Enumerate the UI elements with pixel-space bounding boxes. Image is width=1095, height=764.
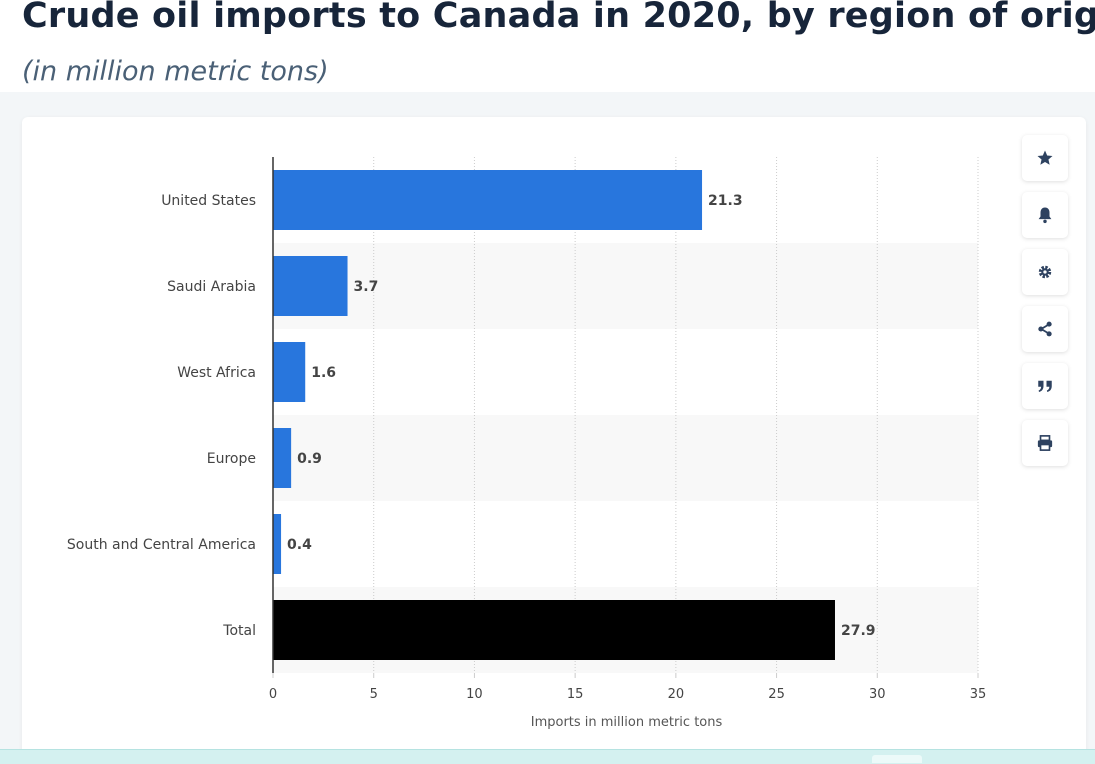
favorite-button[interactable] [1022, 135, 1068, 181]
category-label: Saudi Arabia [167, 279, 256, 295]
quote-icon [1038, 380, 1052, 392]
print-icon [1037, 435, 1053, 451]
x-tick-label: 5 [370, 687, 378, 702]
x-tick-label: 30 [869, 687, 886, 702]
category-label: United States [161, 193, 256, 209]
x-tick-label: 0 [269, 687, 277, 702]
bar [273, 600, 835, 660]
data-label: 3.7 [354, 279, 379, 295]
x-tick-label: 10 [466, 687, 483, 702]
category-label: South and Central America [67, 537, 256, 553]
category-label: Total [222, 623, 256, 639]
x-tick-label: 20 [668, 687, 685, 702]
bell-icon [1038, 207, 1052, 224]
bar [273, 428, 292, 488]
data-label: 21.3 [708, 193, 743, 209]
data-label: 0.4 [287, 537, 312, 553]
settings-button[interactable] [1022, 249, 1068, 295]
bar [273, 256, 348, 316]
x-tick-label: 25 [768, 687, 785, 702]
data-label: 0.9 [297, 451, 322, 467]
bottom-banner-tab [872, 755, 922, 763]
gear-icon [1038, 265, 1052, 279]
bar [273, 514, 282, 574]
x-tick-label: 35 [970, 687, 987, 702]
cite-button[interactable] [1022, 363, 1068, 409]
share-button[interactable] [1022, 306, 1068, 352]
bottom-banner [0, 749, 1095, 764]
data-label: 27.9 [841, 623, 876, 639]
notification-button[interactable] [1022, 192, 1068, 238]
row-band [273, 415, 978, 501]
x-axis-title: Imports in million metric tons [531, 715, 723, 730]
row-band [273, 243, 978, 329]
bar [273, 170, 703, 230]
category-label: Europe [207, 451, 256, 467]
page-title: Crude oil imports to Canada in 2020, by … [22, 0, 1095, 36]
star-icon [1037, 150, 1053, 165]
print-button[interactable] [1022, 420, 1068, 466]
x-tick-label: 15 [567, 687, 584, 702]
page-subtitle: (in million metric tons) [22, 56, 329, 87]
bar [273, 342, 306, 402]
category-label: West Africa [177, 365, 256, 381]
data-label: 1.6 [311, 365, 336, 381]
share-icon [1038, 321, 1052, 337]
